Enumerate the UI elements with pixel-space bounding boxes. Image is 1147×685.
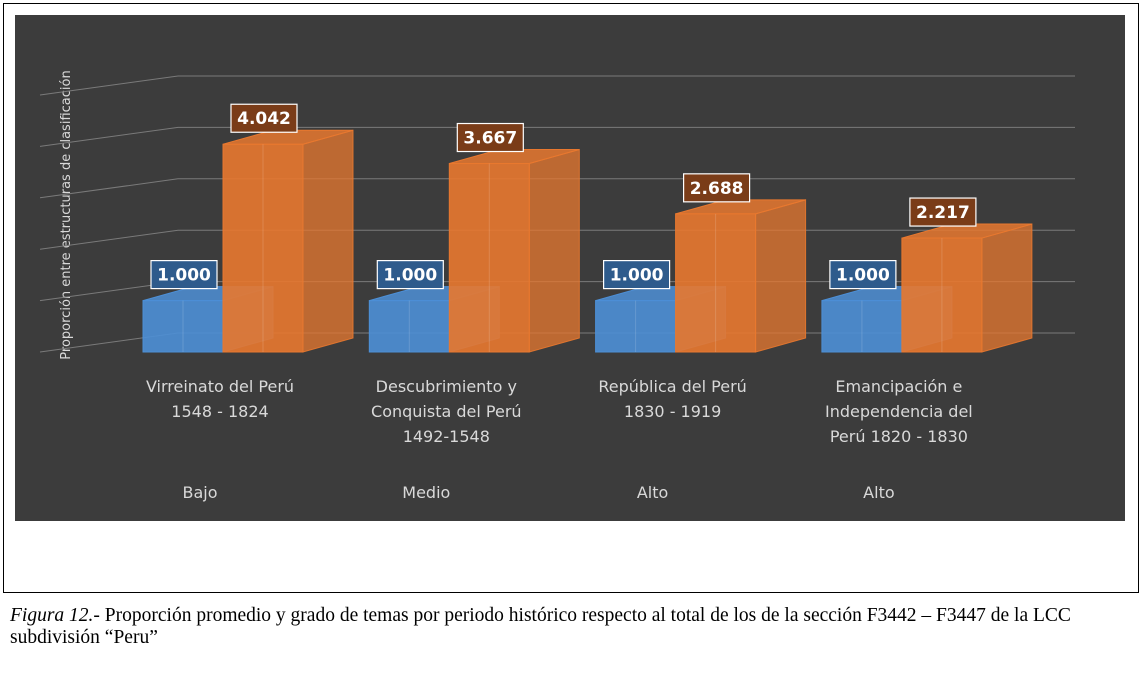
value-label-box [150, 260, 218, 290]
value-label-box [376, 260, 444, 290]
bar [901, 237, 983, 353]
value-label-box [456, 122, 524, 153]
x-tick-label: Descubrimiento y [376, 377, 517, 396]
caption-text: - Proporción promedio y grado de temas p… [10, 605, 1071, 648]
bar-side [981, 223, 1033, 353]
x-tick-label: Conquista del Perú [371, 402, 522, 421]
caption: Figura 12.- Proporción promedio y grado … [10, 605, 1120, 649]
bar [675, 213, 757, 353]
value-label: 3.667 [463, 129, 517, 149]
grid-line [39, 178, 1075, 199]
value-label: 1.000 [610, 266, 664, 286]
value-label: 1.000 [157, 266, 211, 286]
x-tick-label: Virreinato del Perú [146, 377, 294, 396]
bar-side [528, 148, 580, 353]
value-label: 1.000 [383, 266, 437, 286]
figure-frame [3, 3, 1139, 593]
x-tick-label: 1830 - 1919 [624, 402, 721, 421]
value-label: 1.000 [836, 266, 890, 286]
bar-side [302, 129, 354, 353]
grade-label: Medio [402, 483, 450, 502]
chart: Proporción entre estructuras de clasific… [15, 15, 1125, 521]
value-label: 2.217 [916, 203, 970, 223]
grade-label: Alto [863, 483, 894, 502]
x-tick-label: 1548 - 1824 [171, 402, 268, 421]
bar [142, 300, 224, 353]
x-tick-label: Perú 1820 - 1830 [830, 427, 968, 446]
x-tick-label: 1492-1548 [403, 427, 490, 446]
x-tick-label: República del Perú [598, 377, 746, 396]
value-label-box [829, 260, 897, 290]
bar [595, 300, 677, 353]
bar [368, 300, 450, 353]
grade-label: Bajo [182, 483, 217, 502]
x-tick-label: Independencia del [825, 402, 973, 421]
y-axis-label: Proporción entre estructuras de clasific… [59, 70, 74, 359]
value-label: 4.042 [237, 109, 291, 129]
bar [821, 300, 903, 353]
figure-number: Figura 12. [10, 605, 94, 626]
grade-label: Alto [637, 483, 668, 502]
bar [222, 143, 304, 353]
value-label-box [230, 103, 298, 133]
value-label-box [602, 260, 671, 290]
value-label-box [682, 173, 751, 203]
grid-line [39, 75, 1075, 96]
bar-side [755, 199, 807, 353]
value-label: 2.688 [690, 179, 744, 199]
value-label-box [909, 197, 977, 227]
grid-line [39, 126, 1075, 147]
bar [448, 163, 530, 353]
x-tick-label: Emancipación e [835, 377, 962, 396]
